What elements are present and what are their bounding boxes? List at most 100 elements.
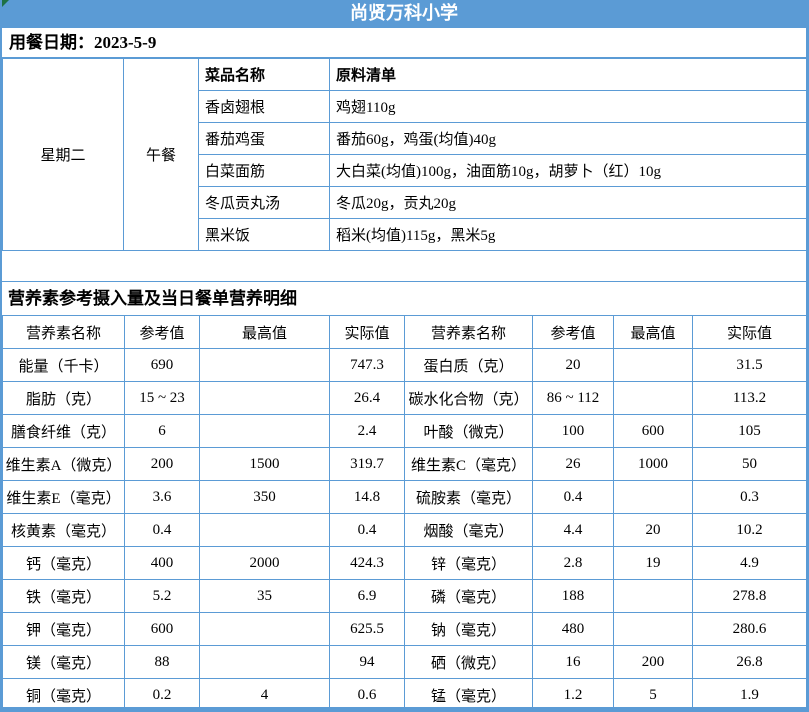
nutrition-row: 能量（千卡） 690 747.3 蛋白质（克） 20 31.5 [2, 348, 806, 382]
actual-value-cell: 50 [692, 447, 806, 481]
actual-value-cell: 26.4 [329, 381, 405, 415]
nutrition-header-row: 营养素名称 参考值 最高值 实际值 营养素名称 参考值 最高值 实际值 [2, 315, 806, 349]
ingredients-cell: 冬瓜20g，贡丸20g [329, 186, 806, 219]
ref-value-cell: 0.4 [532, 480, 614, 514]
dish-name-cell: 黑米饭 [198, 218, 330, 251]
nutrient-name-cell: 蛋白质（克） [404, 348, 533, 382]
nutrition-row: 钙（毫克） 400 2000 424.3 锌（毫克） 2.8 19 4.9 [2, 546, 806, 580]
dish-row: 黑米饭 稻米(均值)115g，黑米5g [3, 218, 806, 251]
nutrient-name-cell: 维生素E（毫克） [2, 480, 125, 514]
dish-name-cell: 白菜面筋 [198, 154, 330, 187]
spacer-row [2, 251, 806, 282]
ref-value-header: 参考值 [532, 315, 614, 349]
nutrient-name-header: 营养素名称 [2, 315, 125, 349]
ref-value-cell: 480 [532, 612, 614, 646]
actual-value-cell: 0.4 [329, 513, 405, 547]
cell-corner-marker-icon [2, 0, 9, 7]
nutrient-name-cell: 磷（毫克） [404, 579, 533, 613]
ingredients-cell: 鸡翅110g [329, 90, 806, 123]
dish-row: 冬瓜贡丸汤 冬瓜20g，贡丸20g [3, 186, 806, 219]
max-value-cell: 19 [613, 546, 693, 580]
max-value-cell [199, 513, 330, 547]
ref-value-cell: 200 [124, 447, 200, 481]
ref-value-cell: 0.2 [124, 678, 200, 707]
ref-value-cell: 3.6 [124, 480, 200, 514]
max-value-cell [613, 348, 693, 382]
actual-value-cell: 10.2 [692, 513, 806, 547]
actual-value-cell: 625.5 [329, 612, 405, 646]
ingredients-cell: 稻米(均值)115g，黑米5g [329, 218, 806, 251]
actual-value-cell: 105 [692, 414, 806, 448]
ref-value-cell: 0.4 [124, 513, 200, 547]
ref-value-cell: 20 [532, 348, 614, 382]
ref-value-cell: 690 [124, 348, 200, 382]
max-value-cell [613, 381, 693, 415]
nutrition-row: 脂肪（克） 15 ~ 23 26.4 碳水化合物（克） 86 ~ 112 113.2 [2, 381, 806, 415]
max-value-cell: 35 [199, 579, 330, 613]
nutrient-name-cell: 膳食纤维（克） [2, 414, 125, 448]
ref-value-cell: 400 [124, 546, 200, 580]
dish-row: 香卤翅根 鸡翅110g [3, 90, 806, 123]
max-value-cell: 20 [613, 513, 693, 547]
max-value-cell: 200 [613, 645, 693, 679]
ref-value-header: 参考值 [124, 315, 200, 349]
ref-value-cell: 15 ~ 23 [124, 381, 200, 415]
dish-row: 白菜面筋 大白菜(均值)100g，油面筋10g，胡萝卜（红）10g [3, 154, 806, 187]
dish-column-header: 菜品名称 [198, 58, 330, 91]
nutrient-name-cell: 锰（毫克） [404, 678, 533, 707]
nutrient-name-cell: 钾（毫克） [2, 612, 125, 646]
ref-value-cell: 26 [532, 447, 614, 481]
school-title: 尚贤万科小学 [350, 3, 458, 23]
dish-name-cell: 番茄鸡蛋 [198, 122, 330, 155]
max-value-cell [199, 414, 330, 448]
max-value-header: 最高值 [613, 315, 693, 349]
actual-value-cell: 94 [329, 645, 405, 679]
max-value-cell: 2000 [199, 546, 330, 580]
max-value-cell [613, 579, 693, 613]
nutrition-table: 营养素名称 参考值 最高值 实际值 营养素名称 参考值 最高值 实际值 能量（千卡） 690 747… [2, 315, 806, 707]
nutrient-name-cell: 维生素A（微克） [2, 447, 125, 481]
actual-value-cell: 31.5 [692, 348, 806, 382]
actual-value-cell: 14.8 [329, 480, 405, 514]
ref-value-cell: 2.8 [532, 546, 614, 580]
actual-value-cell: 0.3 [692, 480, 806, 514]
max-value-cell [199, 381, 330, 415]
actual-value-header: 实际值 [692, 315, 806, 349]
actual-value-cell: 113.2 [692, 381, 806, 415]
max-value-cell: 600 [613, 414, 693, 448]
max-value-cell: 5 [613, 678, 693, 707]
max-value-cell: 4 [199, 678, 330, 707]
nutrient-name-cell: 维生素C（毫克） [404, 447, 533, 481]
meal-type-cell: 午餐 [123, 58, 199, 251]
nutrient-name-cell: 钙（毫克） [2, 546, 125, 580]
meal-date-label: 用餐日期：2023-5-9 [2, 28, 806, 58]
nutrition-row: 膳食纤维（克） 6 2.4 叶酸（微克） 100 600 105 [2, 414, 806, 448]
actual-value-cell: 1.9 [692, 678, 806, 707]
actual-value-cell: 2.4 [329, 414, 405, 448]
ingredients-column-header: 原料清单 [329, 58, 806, 91]
ref-value-cell: 600 [124, 612, 200, 646]
max-value-header: 最高值 [199, 315, 330, 349]
nutrient-name-cell: 脂肪（克） [2, 381, 125, 415]
nutrition-row: 镁（毫克） 88 94 硒（微克） 16 200 26.8 [2, 645, 806, 679]
ref-value-cell: 4.4 [532, 513, 614, 547]
nutrient-name-cell: 核黄素（毫克） [2, 513, 125, 547]
nutrient-name-cell: 能量（千卡） [2, 348, 125, 382]
nutrient-name-cell: 硫胺素（毫克） [404, 480, 533, 514]
ref-value-cell: 16 [532, 645, 614, 679]
nutrition-row: 钾（毫克） 600 625.5 钠（毫克） 480 280.6 [2, 612, 806, 646]
ingredients-cell: 番茄60g，鸡蛋(均值)40g [329, 122, 806, 155]
nutrient-name-cell: 硒（微克） [404, 645, 533, 679]
nutrition-row: 维生素A（微克） 200 1500 319.7 维生素C（毫克） 26 1000 50 [2, 447, 806, 481]
ref-value-cell: 6 [124, 414, 200, 448]
nutrient-name-cell: 叶酸（微克） [404, 414, 533, 448]
nutrient-name-cell: 钠（毫克） [404, 612, 533, 646]
actual-value-cell: 747.3 [329, 348, 405, 382]
menu-header-row: 星期二 午餐 菜品名称 原料清单 [2, 58, 806, 251]
ref-value-cell: 5.2 [124, 579, 200, 613]
weekday-cell: 星期二 [2, 58, 124, 251]
actual-value-cell: 278.8 [692, 579, 806, 613]
nutrition-row: 铜（毫克） 0.2 4 0.6 锰（毫克） 1.2 5 1.9 [2, 678, 806, 707]
actual-value-cell: 319.7 [329, 447, 405, 481]
